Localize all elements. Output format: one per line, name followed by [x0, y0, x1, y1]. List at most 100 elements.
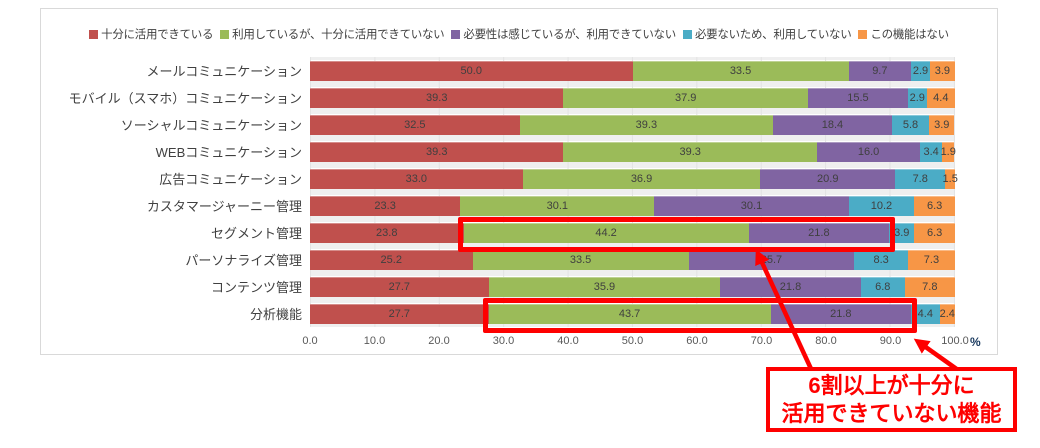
bar-segment: 25.2	[310, 249, 473, 270]
table-row: モバイル（スマホ）コミュニケーション 39.3 37.9 15.5 2.9 4.4	[65, 84, 955, 111]
highlight-box-analytics	[482, 298, 918, 333]
bar-segment: 43.7	[488, 303, 771, 324]
stacked-bar: 39.3 39.3 16.0 3.4 1.9	[310, 141, 956, 162]
x-axis-tick-label: 30.0	[492, 335, 515, 347]
bar-segment: 9.7	[848, 60, 912, 81]
category-label: 分析機能	[249, 307, 302, 322]
table-row: WEBコミュニケーション 39.3 39.3 16.0 3.4 1.9	[65, 138, 956, 165]
table-row: カスタマージャーニー管理 23.3 30.1 30.1 10.2 6.3	[65, 192, 955, 219]
stacked-bar: 32.5 39.3 18.4 5.8 3.9	[310, 114, 955, 135]
bar-segment: 15.5	[807, 87, 908, 108]
legend-item-3: 必要ないため、利用していない	[682, 26, 852, 42]
bar-segment: 21.8	[720, 276, 861, 297]
bar-segment: 37.9	[563, 87, 808, 108]
category-label: セグメント管理	[210, 226, 302, 241]
bar-segment: 32.5	[310, 114, 520, 135]
bar-segment: 2.9	[911, 60, 930, 81]
bar-segment: 39.3	[563, 141, 817, 162]
bar-segment: 44.2	[463, 222, 749, 243]
bar-segment: 20.9	[760, 168, 896, 189]
category-label: 広告コミュニケーション	[159, 172, 302, 187]
bar-segment: 21.8	[748, 222, 890, 243]
callout-text-line2: 活用できていない機能	[781, 400, 1002, 426]
bar-segment: 2.4	[939, 303, 955, 324]
bar-segment: 3.9	[929, 114, 955, 135]
bar-segment: 16.0	[816, 141, 921, 162]
bar-segment: 33.5	[472, 249, 689, 270]
category-label: ソーシャルコミュニケーション	[120, 118, 302, 133]
stacked-bar: 33.0 36.9 20.9 7.8 1.5	[310, 168, 958, 189]
x-axis-tick-label: 70.0	[750, 335, 773, 347]
bar-segment: 6.3	[914, 222, 955, 243]
bar-segment: 4.4	[911, 303, 940, 324]
legend-swatch-icon	[220, 29, 230, 39]
legend-swatch-icon	[682, 29, 692, 39]
bar-segment: 39.3	[310, 141, 564, 162]
bar-segment: 35.9	[488, 276, 721, 297]
legend-swatch-icon	[451, 29, 461, 39]
bar-segment: 39.3	[519, 114, 774, 135]
stacked-bar: 27.7 35.9 21.8 6.8 7.8	[310, 276, 955, 297]
x-axis-tick-label: 10.0	[363, 335, 386, 347]
bar-segment: 4.4	[926, 87, 955, 108]
x-axis-tick-label: 40.0	[557, 335, 579, 347]
bar-segment: 2.9	[907, 87, 927, 108]
x-axis-tick-label: 0.0	[302, 335, 318, 347]
x-axis-tick-label: 80.0	[815, 335, 837, 347]
category-label: WEBコミュニケーション	[155, 145, 302, 160]
bar-segment: 10.2	[848, 195, 915, 216]
x-axis: % 0.0 10.0 20.0 30.0 40.0 50.0 60.0 70.0 80.0 90.…	[302, 335, 980, 351]
bar-segment: 33.0	[310, 168, 523, 189]
legend-swatch-icon	[89, 29, 99, 39]
stacked-bar: 25.2 33.5 25.7 8.3 7.3	[310, 249, 955, 270]
bar-segment: 8.3	[854, 249, 908, 270]
callout-text-line1: 6割以上が十分に	[808, 373, 975, 398]
callout-box: 6割以上が十分に 活用できていない機能	[766, 367, 1017, 432]
category-label: メールコミュニケーション	[146, 64, 302, 79]
x-axis-tick-label: 60.0	[686, 335, 708, 347]
table-row: パーソナライズ管理 25.2 33.5 25.7 8.3 7.3	[65, 246, 955, 273]
stacked-bar: 23.3 30.1 30.1 10.2 6.3	[310, 195, 955, 216]
bar-segment: 7.3	[907, 249, 955, 270]
bar-segment: 27.7	[310, 276, 489, 297]
legend-item-0: 十分に活用できている	[89, 26, 213, 42]
bar-rows: メールコミュニケーション 50.0 33.5 9.7 2.9 3.9 モバイル（スマホ）コミ…	[65, 57, 958, 327]
category-label: コンテンツ管理	[210, 280, 302, 295]
bar-segment: 5.8	[891, 114, 930, 135]
x-axis-unit-label: %	[970, 335, 981, 349]
x-axis-tick-label: 100.0	[941, 335, 969, 347]
bar-segment: 23.8	[310, 222, 464, 243]
x-axis-tick-label: 90.0	[879, 335, 902, 347]
bar-segment: 7.8	[895, 168, 946, 189]
bar-segment: 36.9	[522, 168, 761, 189]
legend-label: 必要ないため、利用していない	[694, 29, 852, 41]
bar-segment: 39.3	[310, 87, 564, 108]
bar-segment: 6.3	[914, 195, 955, 216]
table-row: メールコミュニケーション 50.0 33.5 9.7 2.9 3.9	[65, 57, 955, 84]
bar-segment: 3.4	[920, 141, 943, 162]
stacked-bar: 50.0 33.5 9.7 2.9 3.9	[310, 60, 955, 81]
table-row: ソーシャルコミュニケーション 32.5 39.3 18.4 5.8 3.9	[65, 111, 955, 138]
chart-legend: 十分に活用できている 利用しているが、十分に活用できていない 必要性は感じているが、…	[44, 26, 994, 42]
legend-label: 必要性は感じているが、利用できていない	[463, 29, 676, 41]
legend-label: この機能はない	[870, 29, 949, 41]
bar-segment: 1.9	[941, 141, 956, 162]
x-axis-tick-label: 20.0	[428, 335, 450, 347]
table-row: セグメント管理 23.8 44.2 21.8 3.9 6.3	[65, 219, 955, 246]
highlight-box-segment-management	[457, 217, 896, 252]
category-label: カスタマージャーニー管理	[146, 199, 302, 214]
bar-segment: 33.5	[632, 60, 849, 81]
table-row: コンテンツ管理 27.7 35.9 21.8 6.8 7.8	[65, 273, 955, 300]
bar-segment: 27.7	[310, 303, 489, 324]
bar-segment: 3.9	[929, 60, 955, 81]
x-axis-tick-label: 50.0	[621, 335, 644, 347]
category-label: モバイル（スマホ）コミュニケーション	[68, 91, 302, 106]
category-label: パーソナライズ管理	[185, 253, 302, 268]
stacked-bar: 39.3 37.9 15.5 2.9 4.4	[310, 87, 955, 108]
bar-segment: 50.0	[310, 60, 633, 81]
legend-label: 十分に活用できている	[101, 29, 214, 41]
legend-item-2: 必要性は感じているが、利用できていない	[451, 26, 676, 42]
bar-segment: 25.7	[688, 249, 855, 270]
bar-segment: 23.3	[310, 195, 461, 216]
